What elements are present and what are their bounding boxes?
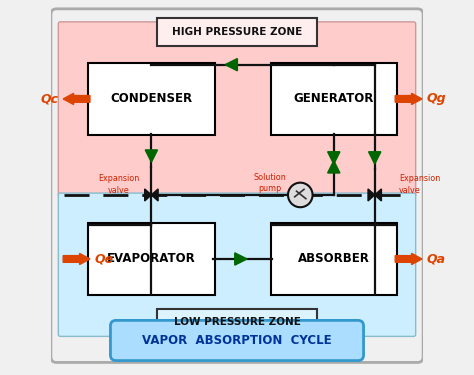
Polygon shape bbox=[235, 253, 247, 265]
Text: ABSORBER: ABSORBER bbox=[298, 252, 370, 266]
Polygon shape bbox=[328, 152, 340, 164]
Polygon shape bbox=[369, 152, 381, 164]
Polygon shape bbox=[145, 150, 157, 162]
FancyBboxPatch shape bbox=[58, 22, 416, 197]
FancyBboxPatch shape bbox=[271, 223, 397, 296]
FancyBboxPatch shape bbox=[157, 309, 317, 335]
Text: CONDENSER: CONDENSER bbox=[110, 92, 192, 105]
FancyArrow shape bbox=[395, 254, 422, 264]
Text: LOW PRESSURE ZONE: LOW PRESSURE ZONE bbox=[173, 317, 301, 327]
Text: Expansion
valve: Expansion valve bbox=[98, 174, 139, 195]
Polygon shape bbox=[225, 58, 237, 71]
FancyArrow shape bbox=[395, 93, 422, 105]
Polygon shape bbox=[368, 189, 375, 201]
Text: HIGH PRESSURE ZONE: HIGH PRESSURE ZONE bbox=[172, 27, 302, 37]
FancyBboxPatch shape bbox=[88, 223, 215, 296]
FancyArrow shape bbox=[63, 93, 90, 105]
Text: Qe: Qe bbox=[94, 252, 114, 266]
Polygon shape bbox=[151, 189, 158, 201]
Text: GENERATOR: GENERATOR bbox=[293, 92, 374, 105]
Polygon shape bbox=[375, 189, 382, 201]
Circle shape bbox=[288, 183, 312, 207]
Text: Qg: Qg bbox=[427, 92, 446, 105]
FancyBboxPatch shape bbox=[58, 193, 416, 336]
FancyBboxPatch shape bbox=[51, 9, 423, 363]
Polygon shape bbox=[328, 161, 340, 173]
Text: Solution
pump: Solution pump bbox=[254, 173, 286, 193]
Text: Qa: Qa bbox=[427, 252, 446, 266]
Text: Expansion
valve: Expansion valve bbox=[399, 174, 440, 195]
Text: Qc: Qc bbox=[41, 92, 59, 105]
FancyBboxPatch shape bbox=[271, 63, 397, 135]
Text: VAPOR  ABSORPTION  CYCLE: VAPOR ABSORPTION CYCLE bbox=[142, 334, 332, 347]
Text: EVAPORATOR: EVAPORATOR bbox=[107, 252, 196, 266]
FancyBboxPatch shape bbox=[157, 18, 317, 46]
FancyBboxPatch shape bbox=[88, 63, 215, 135]
Polygon shape bbox=[145, 189, 151, 201]
FancyArrow shape bbox=[63, 254, 90, 264]
FancyBboxPatch shape bbox=[110, 320, 364, 361]
